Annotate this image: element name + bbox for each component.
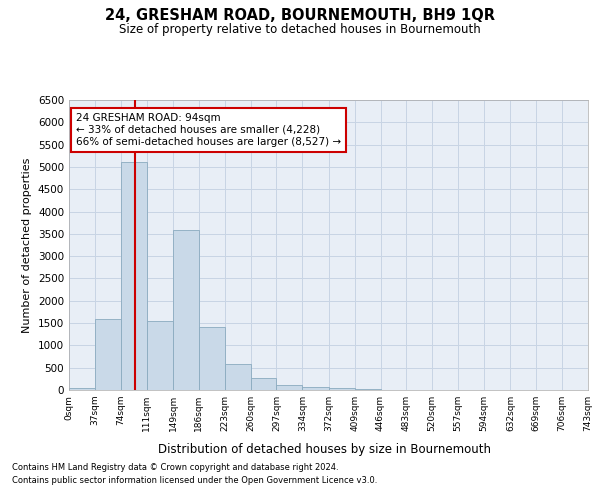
- Bar: [199, 326, 225, 390]
- Bar: [251, 378, 277, 390]
- Bar: [225, 364, 251, 390]
- Text: Contains HM Land Registry data © Crown copyright and database right 2024.: Contains HM Land Registry data © Crown c…: [12, 464, 338, 472]
- Bar: [302, 387, 329, 390]
- Bar: [121, 162, 146, 390]
- Text: Size of property relative to detached houses in Bournemouth: Size of property relative to detached ho…: [119, 22, 481, 36]
- Y-axis label: Number of detached properties: Number of detached properties: [22, 158, 32, 332]
- Bar: [146, 321, 173, 390]
- Text: 24 GRESHAM ROAD: 94sqm
← 33% of detached houses are smaller (4,228)
66% of semi-: 24 GRESHAM ROAD: 94sqm ← 33% of detached…: [76, 114, 341, 146]
- Bar: [329, 388, 355, 390]
- Bar: [95, 318, 121, 390]
- Text: 24, GRESHAM ROAD, BOURNEMOUTH, BH9 1QR: 24, GRESHAM ROAD, BOURNEMOUTH, BH9 1QR: [105, 8, 495, 22]
- Bar: [355, 389, 380, 390]
- Bar: [69, 388, 95, 390]
- Bar: [173, 230, 199, 390]
- Text: Contains public sector information licensed under the Open Government Licence v3: Contains public sector information licen…: [12, 476, 377, 485]
- Bar: [277, 384, 302, 390]
- Text: Distribution of detached houses by size in Bournemouth: Distribution of detached houses by size …: [157, 442, 491, 456]
